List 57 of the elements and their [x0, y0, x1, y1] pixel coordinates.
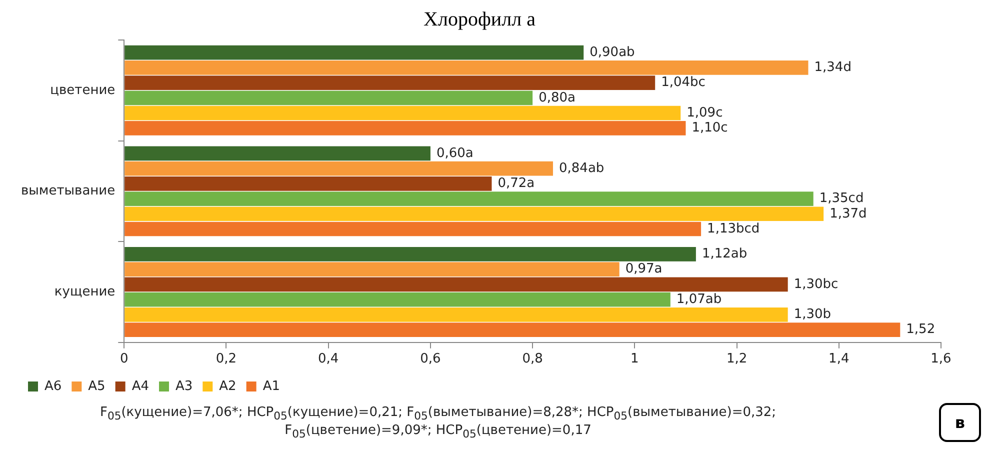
x-tick-label: 1,4 [828, 352, 850, 367]
data-label: 1,07ab [676, 292, 722, 307]
bar [124, 292, 670, 307]
y-tick-label: выметывание [20, 184, 116, 199]
bar [124, 322, 900, 337]
bar [124, 45, 584, 60]
bar [124, 192, 814, 206]
bar [124, 90, 533, 106]
x-tick-label: 1,6 [930, 352, 952, 367]
bar [124, 222, 702, 236]
data-label: 1,34d [814, 60, 852, 76]
data-label: 1,35cd [819, 191, 864, 206]
bar [124, 121, 686, 136]
data-label: 1,37d [830, 206, 867, 222]
data-label: 1,10c [692, 120, 728, 136]
legend-label: A2 [219, 378, 236, 394]
bar [124, 76, 656, 90]
bar [124, 161, 553, 176]
y-tick-label: цветение [50, 82, 116, 98]
data-label: 1,12ab [702, 246, 748, 262]
data-label: 1,30bc [794, 276, 838, 292]
bar [124, 60, 808, 75]
x-tick-label: 0,4 [318, 352, 339, 367]
chart-title: Хлорофилл a [424, 8, 536, 30]
data-label: 0,80a [538, 90, 576, 106]
x-tick-label: 0,8 [522, 352, 543, 367]
data-label: 0,60a [436, 146, 474, 161]
bar [124, 262, 620, 276]
bar [124, 146, 430, 161]
data-label: 0,72a [498, 176, 535, 192]
data-label: 0,97a [625, 262, 662, 277]
x-tick-label: 0,2 [216, 352, 237, 367]
bar [124, 206, 824, 222]
x-tick-label: 1 [630, 352, 639, 367]
data-label: 1,04bc [661, 75, 706, 90]
bar [124, 308, 788, 322]
bar [124, 176, 492, 191]
data-label: 1,30b [794, 307, 832, 322]
legend-label: A1 [262, 378, 280, 394]
legend-label: A6 [44, 378, 62, 394]
data-label: 0,84ab [558, 160, 604, 176]
x-tick-label: 1,2 [726, 352, 748, 367]
x-tick-label: 0,6 [420, 352, 441, 367]
x-tick-label: 0 [120, 352, 128, 367]
y-tick-label: кущение [54, 284, 116, 300]
legend-label: A3 [175, 378, 193, 394]
bar [124, 247, 696, 262]
data-label: 1,13bcd [707, 221, 760, 236]
data-label: 0,90ab [590, 44, 635, 60]
data-label: 1,09c [686, 105, 723, 120]
text: в [938, 403, 981, 442]
legend-label: A4 [132, 378, 149, 394]
legend-label: A5 [88, 378, 106, 394]
bar [124, 277, 788, 292]
bar [124, 106, 681, 120]
data-label: 1,52 [906, 322, 936, 338]
text: F$_{05}$(кущение)=7,06*; НСР$_{05}$(кущение)=0,21; F$_{05}$(выметывание)=8,28*; НСР$_{05}$(выметывание)=0,32; F$_{05}$(цветение)=9,09*; НСР$_{05}$(цветение)=0,17 [100, 404, 776, 440]
